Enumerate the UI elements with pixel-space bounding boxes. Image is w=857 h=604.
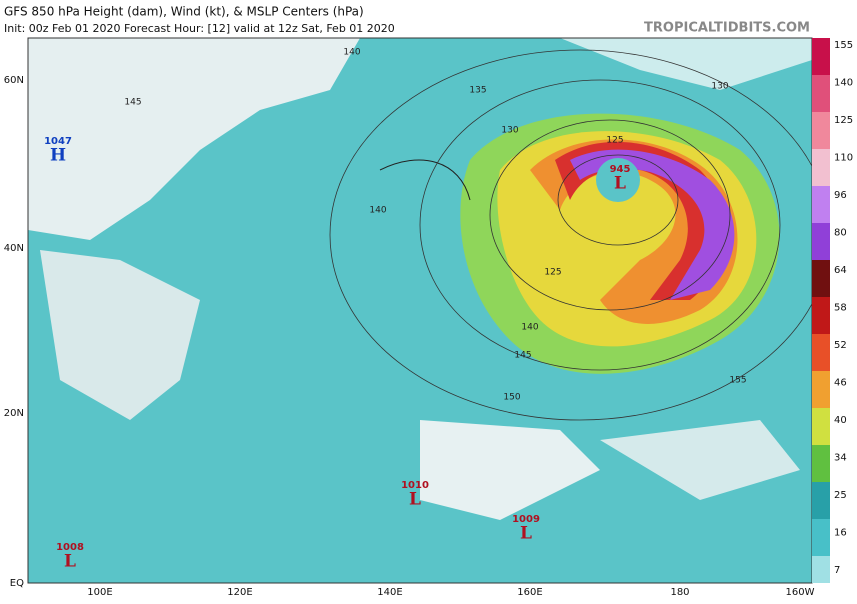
contour-label: 130 bbox=[501, 126, 518, 136]
colorbar-label: 40 bbox=[834, 415, 847, 426]
center-letter: L bbox=[64, 552, 76, 572]
colorbar-label: 64 bbox=[834, 265, 847, 276]
colorbar-label: 80 bbox=[834, 228, 847, 239]
map bbox=[27, 37, 813, 584]
colorbar-label: 110 bbox=[834, 153, 853, 164]
contour-label: 145 bbox=[124, 98, 141, 108]
source: TROPICALTIDBITS.COM bbox=[644, 21, 810, 36]
contour-label: 130 bbox=[711, 82, 728, 92]
colorbar-label: 125 bbox=[834, 115, 853, 126]
colorbar-label: 25 bbox=[834, 490, 847, 501]
lon-label: 160E bbox=[517, 587, 542, 598]
contour-label: 155 bbox=[729, 376, 746, 386]
lat-label: 60N bbox=[4, 75, 24, 86]
center-value: 945 bbox=[610, 164, 631, 175]
contour-label: 135 bbox=[469, 86, 486, 96]
center-letter: L bbox=[409, 490, 421, 510]
colorbar-label: 16 bbox=[834, 528, 847, 539]
lat-label: 20N bbox=[4, 408, 24, 419]
contour-label: 125 bbox=[544, 268, 561, 278]
contour-label: 145 bbox=[514, 351, 531, 361]
center-value: 1010 bbox=[401, 480, 429, 491]
contour-label: 140 bbox=[343, 48, 360, 58]
colorbar-label: 52 bbox=[834, 340, 847, 351]
colorbar-label: 140 bbox=[834, 78, 853, 89]
colorbar-label: 7 bbox=[834, 565, 840, 576]
colorbar-label: 58 bbox=[834, 303, 847, 314]
contour-label: 150 bbox=[503, 393, 520, 403]
lon-label: 100E bbox=[87, 587, 112, 598]
lat-label: 40N bbox=[4, 243, 24, 254]
colorbar-label: 96 bbox=[834, 190, 847, 201]
subtitle: Init: 00z Feb 01 2020 Forecast Hour: [12… bbox=[4, 22, 395, 35]
contour-label: 125 bbox=[606, 136, 623, 146]
title: GFS 850 hPa Height (dam), Wind (kt), & M… bbox=[4, 5, 364, 19]
contour-label: 140 bbox=[369, 206, 386, 216]
center-value: 1008 bbox=[56, 542, 84, 553]
lat-label: EQ bbox=[10, 578, 24, 589]
contour-label: 140 bbox=[521, 323, 538, 333]
colorbar-label: 155 bbox=[834, 40, 853, 51]
center-letter: L bbox=[614, 174, 626, 194]
lon-label: 180 bbox=[670, 587, 689, 598]
center-letter: H bbox=[50, 146, 66, 166]
colorbar-label: 46 bbox=[834, 378, 847, 389]
center-letter: L bbox=[520, 524, 532, 544]
colorbar-label: 34 bbox=[834, 453, 847, 464]
lon-label: 120E bbox=[227, 587, 252, 598]
lon-label: 140E bbox=[377, 587, 402, 598]
colorbar bbox=[812, 38, 830, 583]
lon-label: 160W bbox=[786, 587, 815, 598]
center-value: 1047 bbox=[44, 136, 72, 147]
center-value: 1009 bbox=[512, 514, 540, 525]
